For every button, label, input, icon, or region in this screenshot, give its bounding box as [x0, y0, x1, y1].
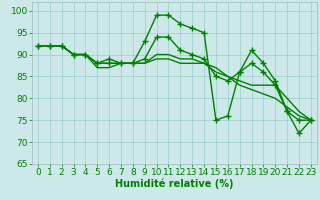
- X-axis label: Humidité relative (%): Humidité relative (%): [115, 179, 234, 189]
